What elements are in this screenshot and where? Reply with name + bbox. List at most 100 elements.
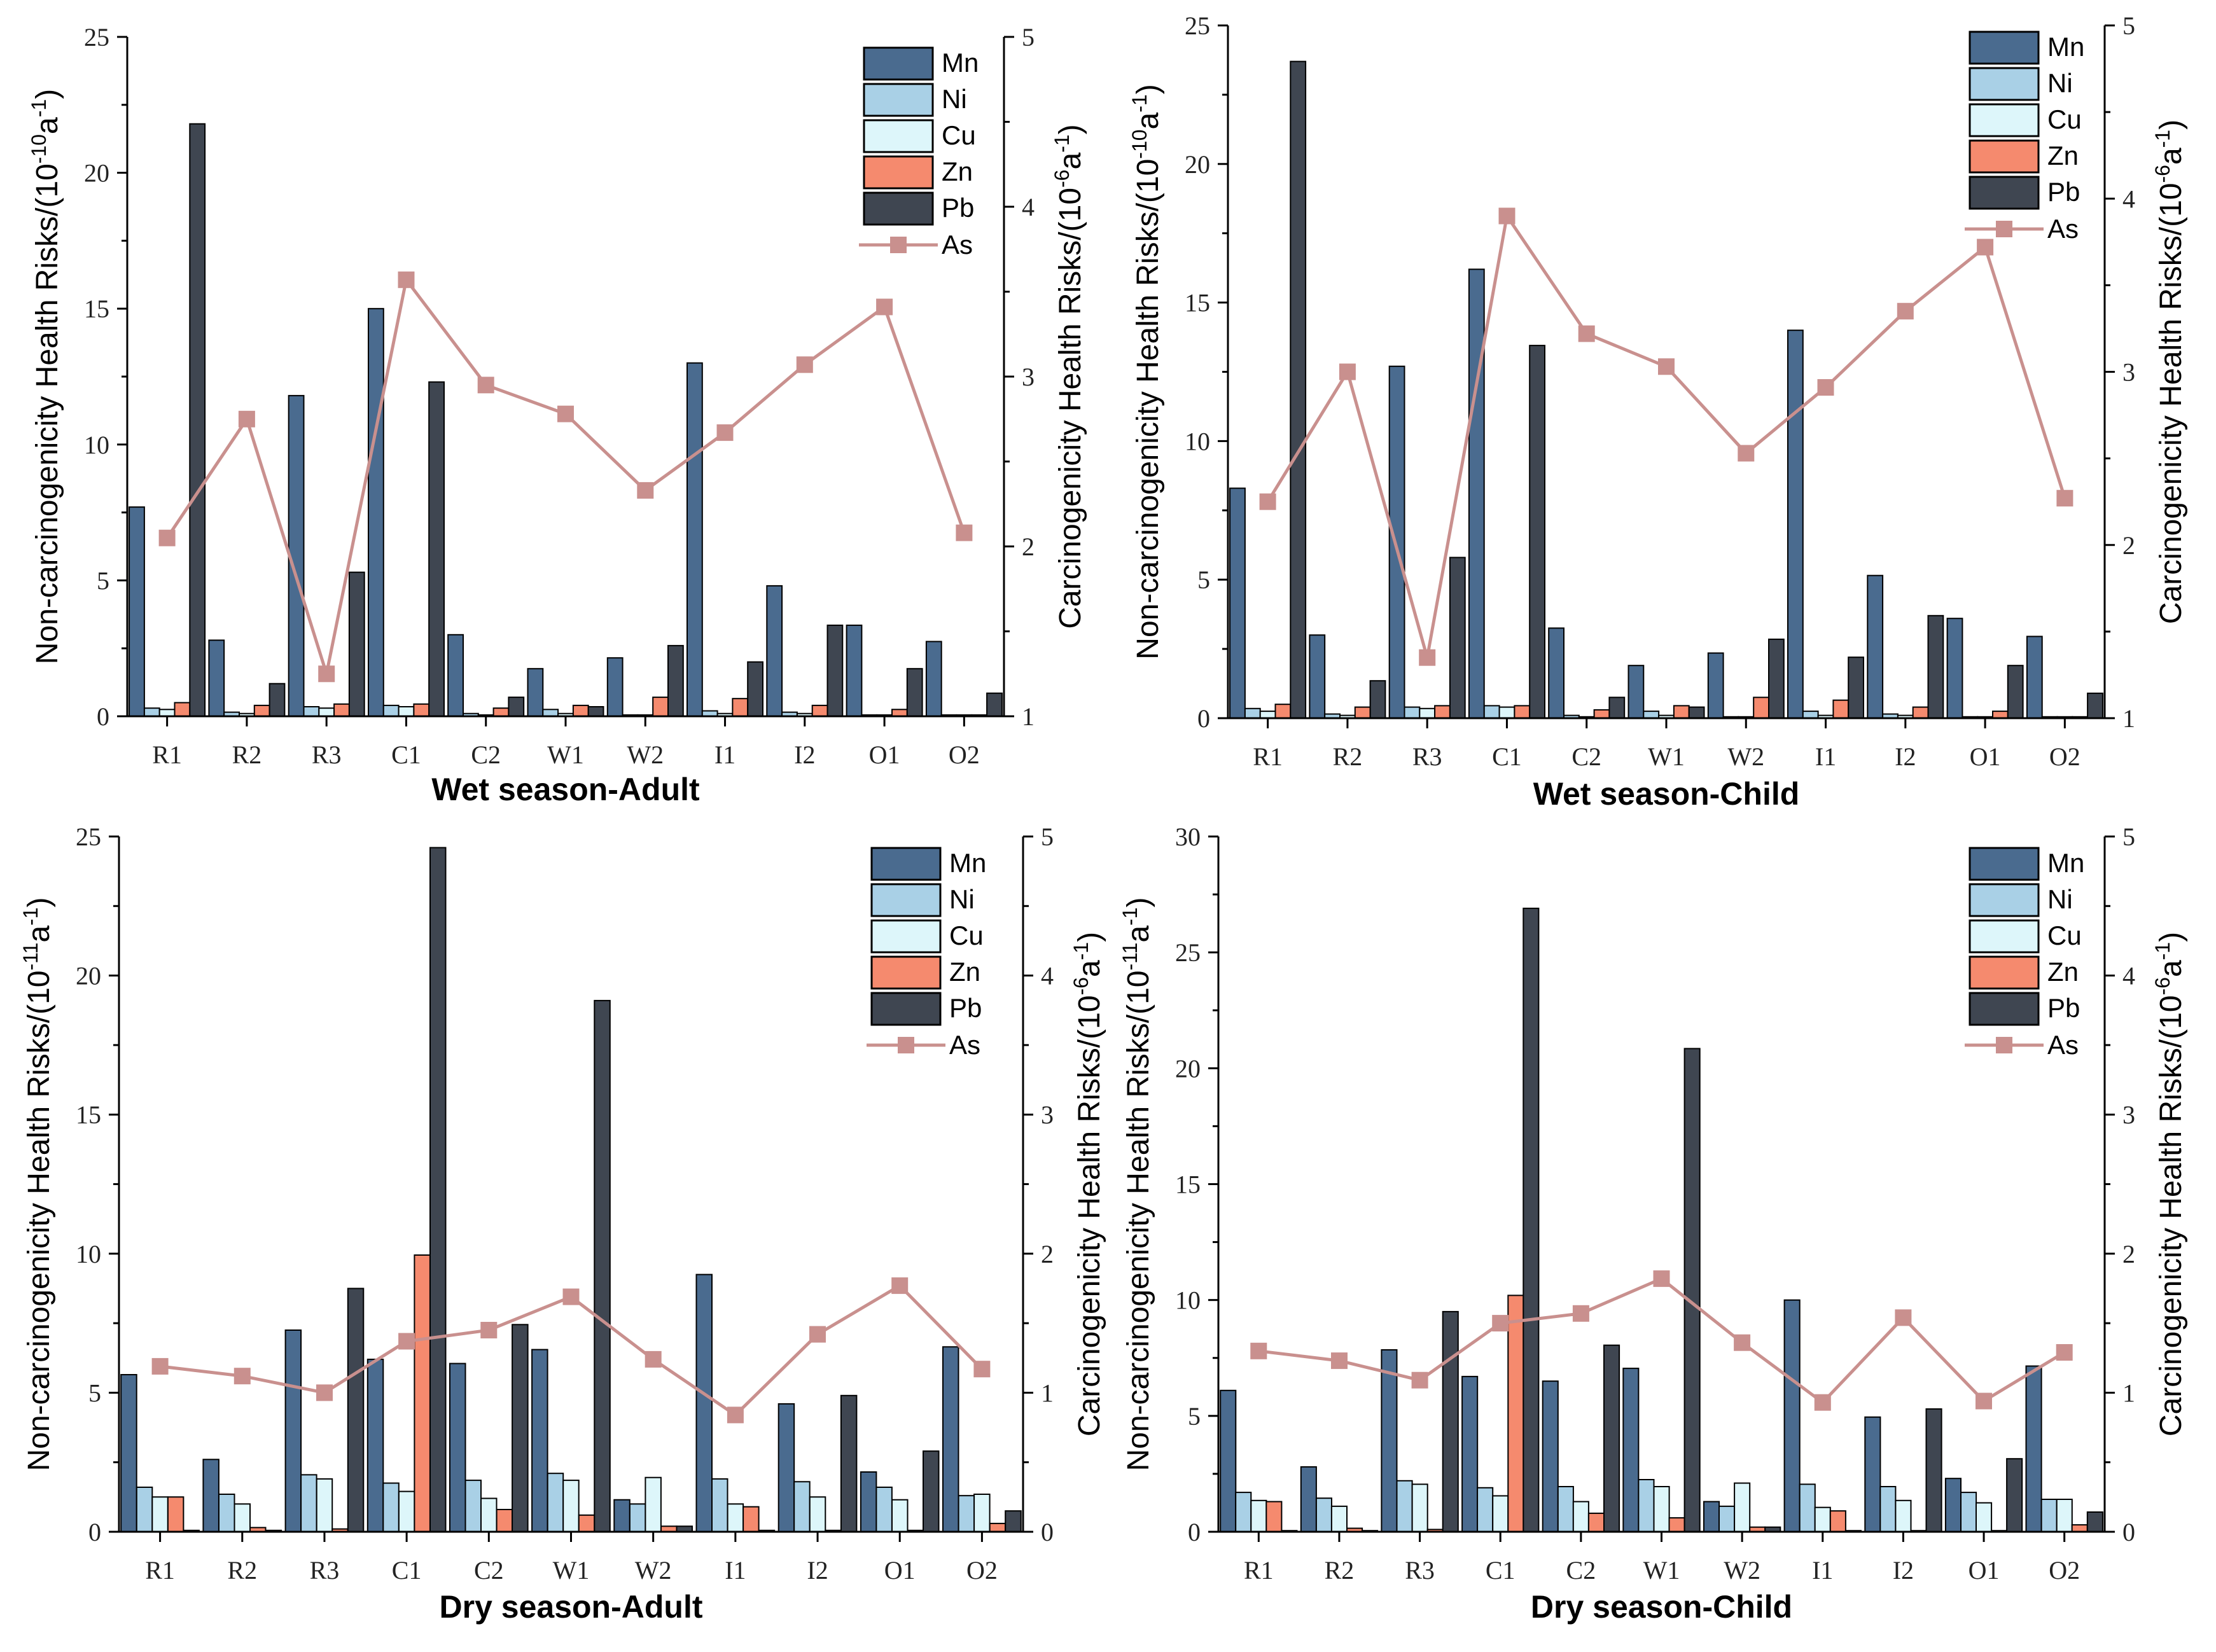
category-label: O1 (1970, 742, 2001, 771)
legend-swatch-cu (870, 919, 942, 954)
legend-swatch-zn (1969, 955, 2040, 990)
bar-cu (973, 1494, 991, 1532)
legend-swatch-as-marker (1996, 221, 2012, 237)
bar-ni (303, 706, 320, 717)
legend-label: Pb (2047, 177, 2080, 207)
legend-swatch-zn (870, 955, 942, 990)
legend-label: As (2047, 1030, 2079, 1060)
axis-label-text: ) (1073, 932, 1106, 942)
bar-mn (695, 1274, 713, 1532)
bar-ni (958, 1495, 975, 1532)
bar-zn (1673, 705, 1690, 719)
bar-pb (1523, 907, 1540, 1532)
axis-label-text: a (1131, 112, 1165, 129)
axis-label-superscript: -1 (2151, 130, 2174, 148)
legend-label: Zn (949, 957, 980, 987)
bar-ni (793, 1481, 811, 1533)
bar-cu (727, 1503, 744, 1533)
legend-label: Mn (942, 48, 979, 78)
line-as (1258, 1277, 2065, 1405)
bar-cu (1419, 707, 1436, 719)
legend-label: Cu (2047, 920, 2082, 950)
category-label: I1 (1815, 742, 1836, 771)
tick-label-left: 5 (97, 566, 109, 595)
bar-pb (268, 683, 286, 717)
tick-label-left: 15 (1175, 1170, 1201, 1199)
category-label: W1 (1648, 742, 1685, 771)
bar-cu (809, 1496, 826, 1533)
legend-swatch-ni (863, 83, 934, 117)
tick-label-right: 2 (1041, 1240, 1054, 1268)
marker-as (557, 405, 574, 422)
tick-label-left: 0 (1197, 704, 1210, 733)
bar-pb (1603, 1344, 1620, 1532)
bar-cu (1411, 1483, 1428, 1533)
axis-label-text: ) (22, 898, 56, 908)
tick-label-right: 1 (2122, 704, 2135, 733)
bar-cu (1653, 1486, 1670, 1532)
axis-label-text: a (2154, 148, 2188, 165)
marker-as (151, 1357, 169, 1375)
marker-as (318, 665, 335, 683)
tick-label-right: 3 (1041, 1100, 1054, 1129)
bar-mn (1220, 1389, 1237, 1533)
marker-as (1339, 363, 1356, 380)
bar-zn (1265, 1501, 1283, 1533)
bar-ni (1879, 1486, 1897, 1532)
bar-pb (189, 123, 206, 717)
legend-label: As (949, 1030, 980, 1060)
bar-pb (348, 571, 365, 717)
legend-swatch-pb (1969, 992, 2040, 1026)
axis-label-superscript: -6 (1070, 977, 1092, 995)
bar-mn (860, 1471, 877, 1532)
marker-as (1738, 445, 1755, 462)
bar-ni (547, 1473, 564, 1532)
axis-label-text: a (1122, 926, 1155, 943)
axis-label-superscript: -10 (1128, 129, 1151, 158)
marker-as (1250, 1342, 1267, 1359)
bar-pb (1529, 345, 1545, 719)
legend-label: Zn (942, 156, 973, 186)
category-label: R2 (1333, 742, 1363, 771)
bar-cu (318, 707, 335, 717)
bar-mn (1783, 1299, 1801, 1532)
bar-ni (1718, 1505, 1736, 1532)
marker-as (1977, 239, 1994, 256)
legend-swatch-cu (1969, 103, 2040, 137)
marker-as (562, 1288, 580, 1305)
marker-as (316, 1384, 333, 1401)
bar-pb (2086, 1511, 2103, 1532)
category-label: W2 (627, 740, 664, 769)
axis-label-superscript: -1 (27, 99, 50, 117)
bar-mn (1787, 330, 1804, 719)
bar-cu (158, 709, 176, 718)
bar-cu (398, 1490, 415, 1533)
legend-label: Mn (949, 848, 986, 878)
bar-cu (1734, 1482, 1751, 1532)
tick-label-right: 3 (1022, 363, 1035, 391)
marker-as (716, 424, 734, 441)
bar-mn (2026, 635, 2043, 719)
axis-label-text: a (2154, 960, 2188, 977)
legend-label: Mn (2047, 848, 2084, 878)
bar-mn (208, 639, 225, 718)
tick-label-right: 1 (1022, 702, 1035, 731)
marker-as (727, 1406, 744, 1424)
marker-as (891, 1277, 909, 1295)
legend-swatch-zn (863, 155, 934, 190)
axis-label-superscript: -6 (2151, 165, 2174, 183)
bar-mn (777, 1403, 795, 1532)
bar-zn (1434, 705, 1451, 719)
bar-ni (1643, 711, 1660, 719)
legend-label: Pb (942, 193, 974, 223)
tick-label-left: 20 (84, 159, 109, 188)
axis-label-superscript: -6 (1050, 170, 1073, 188)
bar-cu (2056, 1499, 2073, 1532)
tick-label-left: 10 (1175, 1286, 1201, 1315)
bar-ni (629, 1503, 646, 1533)
bar-cu (1492, 1495, 1509, 1532)
marker-as (2056, 1344, 2073, 1361)
bar-zn (1912, 706, 1929, 719)
bar-mn (613, 1499, 631, 1532)
tick-label-right: 3 (2122, 1100, 2135, 1129)
